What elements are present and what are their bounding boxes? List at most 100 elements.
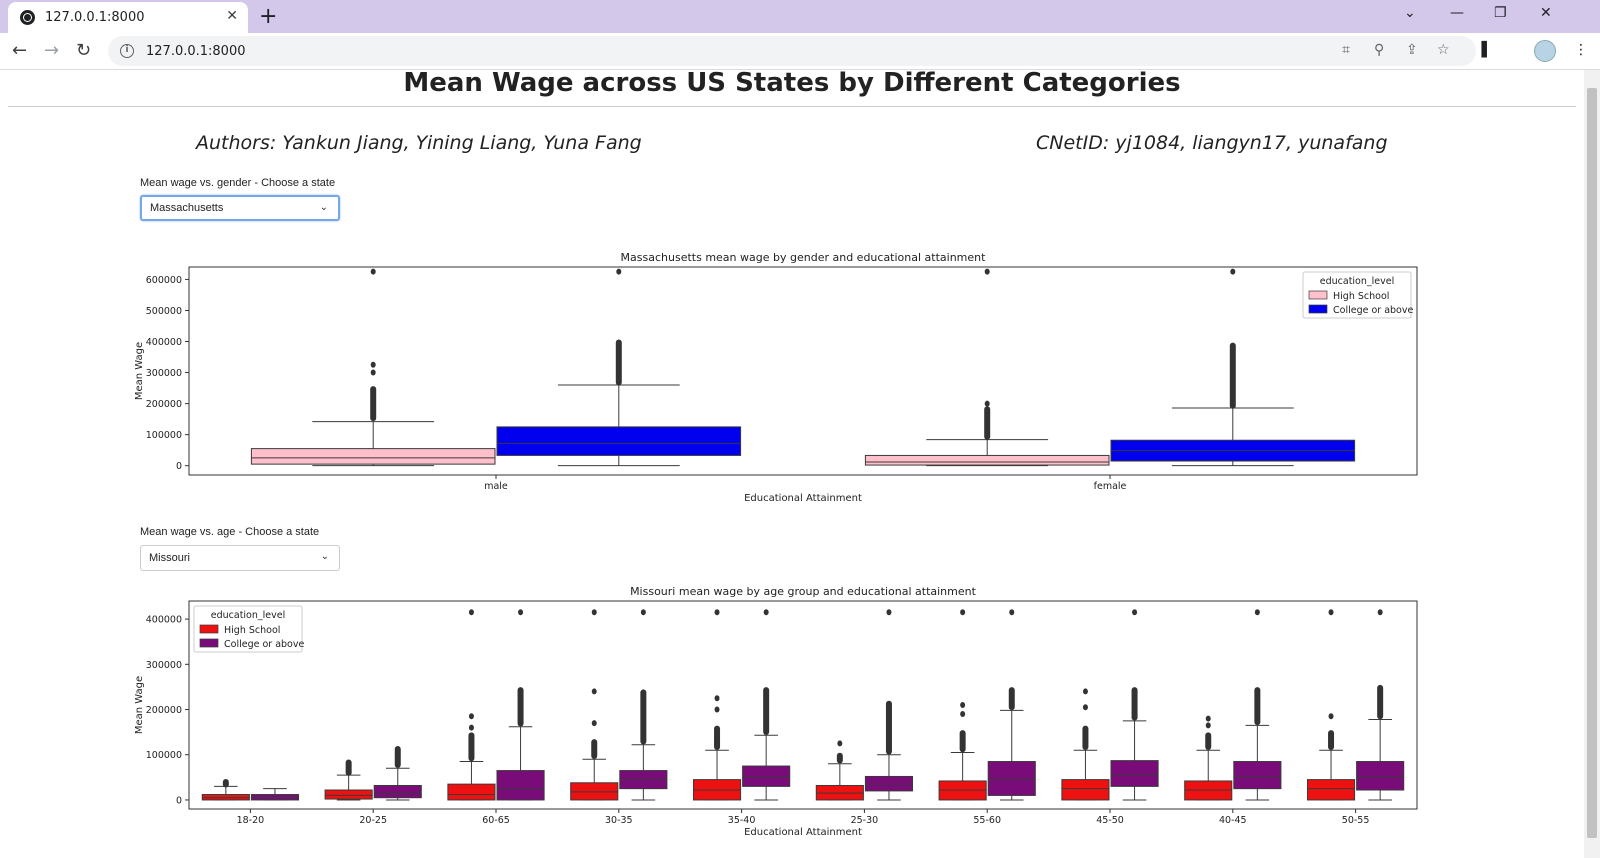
legend-label: High School [224,625,280,636]
new-tab-icon[interactable]: + [259,4,278,29]
translate-icon[interactable]: ⌗ [1342,42,1350,58]
close-icon[interactable]: ✕ [226,8,238,24]
close-window-icon[interactable]: ✕ [1540,5,1552,21]
outlier-point [714,706,720,713]
gender-state-label: Mean wage vs. gender - Choose a state [140,177,336,189]
globe-icon [20,10,35,25]
reload-icon[interactable]: ↻ [76,40,92,61]
y-tick-label: 500000 [146,306,182,317]
outlier-point [1132,609,1138,616]
x-tick-label: 35-40 [728,815,756,826]
x-tick-label: female [1094,481,1127,492]
page-scrollbar[interactable] [1584,70,1600,858]
menu-icon[interactable]: ⋮ [1574,42,1588,58]
outlier-cluster [1008,687,1015,711]
browser-chrome: 127.0.0.1:8000 ✕ + ⌄ — ❐ ✕ ← → ↻ i 127.0… [0,0,1600,70]
outlier-point [1082,704,1088,711]
outlier-cluster [370,386,377,422]
browser-toolbar: ← → ↻ i 127.0.0.1:8000 ⌗ ⚲ ⇪ ☆ ▐ ⋮ [0,33,1600,70]
outlier-cluster [836,752,843,764]
page-content: Mean Wage across US States by Different … [0,70,1584,858]
outlier-point [370,369,376,376]
y-tick-label: 400000 [146,337,182,348]
star-icon[interactable]: ☆ [1437,42,1450,58]
box [250,448,496,465]
scrollbar-thumb[interactable] [1587,88,1597,838]
box [987,761,1036,796]
outlier-point [1009,609,1015,616]
outlier-cluster [1205,732,1212,750]
outlier-point [763,609,769,616]
outlier-cluster [1131,687,1138,721]
chart-title: Missouri mean wage by age group and educ… [630,585,977,598]
x-tick-label: 30-35 [605,815,633,826]
legend-label: High School [1333,291,1389,302]
outlier-point [640,609,646,616]
box [373,784,422,799]
outlier-point [714,695,720,702]
y-tick-label: 300000 [146,368,182,379]
legend-title: education_level [211,610,285,621]
avatar[interactable] [1534,40,1556,62]
plot-frame [188,266,1418,476]
outlier-point [468,713,474,720]
cnetid-line: CNetID: yj1084, liangyn17, yunafang [1036,132,1388,154]
outlier-cluster [885,700,892,755]
outlier-point [1328,609,1334,616]
outlier-cluster [959,730,966,753]
age-state-label: Mean wage vs. age - Choose a state [140,526,320,538]
forward-icon[interactable]: → [44,40,60,61]
age-state-select[interactable]: Missouri ⌄ [140,545,340,571]
x-axis-label: Educational Attainment [744,493,862,504]
age-state-value: Missouri [149,552,190,564]
authors-line: Authors: Yankun Jiang, Yining Liang, Yun… [196,132,642,154]
share-icon[interactable]: ⇪ [1406,42,1418,58]
minimize-icon[interactable]: — [1450,5,1464,21]
tab-bar: 127.0.0.1:8000 ✕ + ⌄ — ❐ ✕ [0,0,1600,33]
outlier-point [518,609,524,616]
address-bar[interactable]: i 127.0.0.1:8000 [108,36,1476,66]
outlier-point [591,688,597,695]
outlier-cluster [984,406,991,440]
y-axis-label: Mean Wage [134,342,145,400]
box [1061,779,1110,801]
x-tick-label: 60-65 [482,815,510,826]
outlier-point [984,268,990,275]
y-tick-label: 100000 [146,430,182,441]
outlier-point [468,609,474,616]
outlier-cluster [1328,730,1335,750]
outlier-point [1205,715,1211,722]
legend-swatch [1308,290,1328,300]
box [1110,760,1159,787]
tab-search-icon[interactable]: ⌄ [1404,5,1416,21]
age-wage-chart: Missouri mean wage by age group and educ… [134,585,1418,838]
legend-label: College or above [224,639,304,650]
browser-tab[interactable]: 127.0.0.1:8000 ✕ [8,2,248,33]
outlier-point [960,702,966,708]
x-tick-label: 45-50 [1096,815,1124,826]
outlier-point [714,609,720,616]
outlier-point [616,268,622,275]
legend-label: College or above [1333,305,1413,316]
outlier-point [1082,688,1088,695]
side-panel-icon[interactable]: ▐ [1476,42,1487,58]
y-tick-label: 200000 [146,705,182,716]
x-tick-label: male [484,481,508,492]
box [496,770,545,801]
info-icon[interactable]: i [120,44,134,58]
zoom-icon[interactable]: ⚲ [1374,42,1385,58]
gender-state-select[interactable]: Massachusetts ⌄ [140,195,340,221]
legend-title: education_level [1320,276,1394,287]
restore-icon[interactable]: ❐ [1494,5,1507,21]
outlier-point [591,720,597,727]
y-tick-label: 100000 [146,750,182,761]
tab-title: 127.0.0.1:8000 [45,10,145,25]
outlier-cluster [1254,687,1261,726]
box [447,783,496,801]
outlier-point [1254,609,1260,616]
title-divider [8,106,1576,107]
outlier-cluster [468,732,475,762]
y-tick-label: 400000 [146,615,182,626]
back-icon[interactable]: ← [12,40,28,61]
outlier-point [370,268,376,275]
